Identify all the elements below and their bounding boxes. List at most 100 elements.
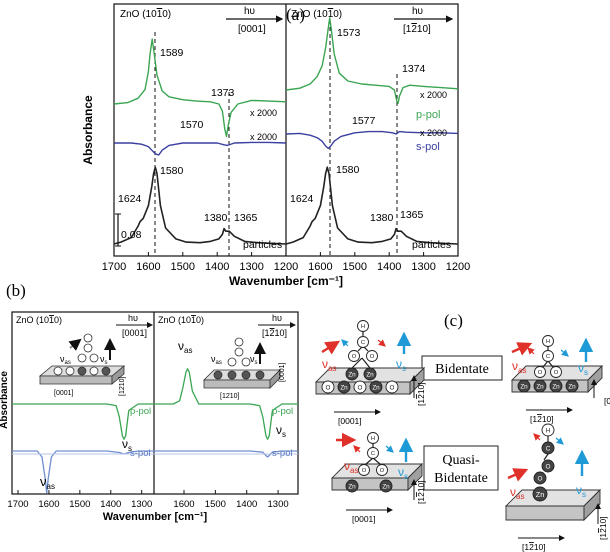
- panel-a-xlabel: Wavenumber [cm⁻¹]: [229, 274, 343, 288]
- b-tick-label: 1500: [205, 499, 226, 510]
- b-left-atom: [77, 366, 87, 376]
- c-atom-zn-label: Zn: [536, 383, 544, 390]
- c-atom-o: [366, 350, 378, 362]
- c-atom-o-label: O: [538, 475, 543, 482]
- c-atom-zn: [337, 380, 351, 394]
- c-atom-o-label: O: [358, 384, 363, 391]
- a-right-s-pol-label: s-pol: [416, 141, 440, 153]
- b-left-nu-s: νs: [100, 354, 108, 366]
- b-right-atom: [241, 357, 251, 367]
- c-atom-zn: [549, 379, 563, 393]
- series-line-s-pol: [154, 450, 298, 458]
- panel-a-left-header: ZnO (1010) hυ [0001]: [120, 6, 284, 35]
- c-atom-h-label: H: [371, 436, 375, 442]
- a-tick-label: 1600: [308, 261, 332, 273]
- c-bond: [372, 457, 381, 465]
- b-left-atom: [65, 366, 75, 376]
- series-line-particles: [113, 166, 287, 245]
- b-right-nu-as: νas: [211, 354, 222, 366]
- a-left-p-dip: 1373: [211, 87, 235, 99]
- b-right-nu-s-label: νs: [276, 423, 286, 439]
- series-line-p-pol: [12, 403, 154, 440]
- panel-b-right-direction: [1210]: [262, 328, 287, 338]
- b-left-dir-1210: [1210]: [119, 376, 126, 396]
- c-dir-1210: [1210]: [522, 542, 546, 552]
- b-left-nu-s-label: νs: [122, 437, 132, 453]
- b-tick-label: 1300: [131, 499, 152, 510]
- a-right-p-peak: 1573: [337, 27, 361, 39]
- c-dir-1210: [1210]: [530, 414, 554, 424]
- c-atom-zn-label: Zn: [568, 383, 576, 390]
- b-right-atom: [227, 357, 237, 367]
- b-left-dir-0001: [0001]: [54, 390, 74, 397]
- c-atom-c-label: C: [546, 354, 550, 360]
- c-atom-zn-label: Zn: [382, 483, 390, 490]
- a-left-s-num: 1570: [180, 119, 204, 131]
- c-atom-h: [367, 432, 379, 444]
- panel-a-right-series: [285, 17, 459, 245]
- b-left-atom: [101, 366, 111, 376]
- series-line-s-pol: [12, 450, 154, 494]
- c-bond: [361, 357, 371, 369]
- series-line-p-pol: [154, 368, 298, 440]
- c-atom-o-label: O: [390, 384, 395, 391]
- panel-a-right-direction: [1210]: [403, 24, 431, 35]
- b-left-atom: [83, 343, 93, 353]
- a-scale-bar-label: 0.08: [121, 229, 142, 241]
- a-right-particles-label: particles: [412, 239, 451, 251]
- b-right-atom: [234, 337, 244, 347]
- c-atom-o: [353, 380, 367, 394]
- c-atom-o: [385, 380, 399, 394]
- a-left-p-scale: x 2000: [250, 108, 277, 118]
- c-slab-front: [331, 477, 409, 491]
- series-line-s-pol: [285, 130, 459, 150]
- a-tick-label: 1500: [171, 261, 195, 273]
- c-arrow: [507, 468, 529, 482]
- c-nu-s: νs: [578, 361, 588, 377]
- panel-b-left-molecule-sketch: νas νs [0001] [1210]: [38, 333, 126, 397]
- c-atom-o: [533, 471, 547, 485]
- c-atom-c-label: C: [546, 445, 551, 452]
- c-atom-zn-label: Zn: [348, 371, 356, 378]
- a-tick-label: 1300: [239, 261, 263, 273]
- series-line-p-pol: [285, 17, 459, 104]
- b-right-slab-end: [269, 369, 281, 389]
- panel-label-c: (c): [444, 311, 463, 330]
- panel-b-right-molecule-sketch: νas νs [1210] [0001]: [203, 337, 286, 400]
- a-right-s-num: 1577: [352, 115, 376, 127]
- panel-a-right-surface: ZnO (1010): [291, 9, 342, 20]
- bidentate-label-box: [421, 355, 503, 381]
- b-tick-label: 1700: [7, 499, 28, 510]
- c-atom-zn-label: Zn: [366, 371, 374, 378]
- c-atom-o: [541, 459, 555, 473]
- c-nu-s: νs: [576, 483, 586, 499]
- series-line-particles: [285, 166, 459, 245]
- c-arrow: [511, 342, 533, 356]
- c-atom-zn: [532, 486, 548, 502]
- series-line-p-pol: [113, 38, 287, 138]
- c-dir-0001: [0001]: [604, 396, 610, 406]
- panel-label-a: (a): [286, 5, 305, 24]
- c-nu-s: νs: [398, 465, 408, 481]
- panel-b-right-series: [154, 368, 298, 458]
- c-atom-zn-label: Zn: [552, 383, 560, 390]
- panel-b-frame: [11, 311, 299, 495]
- b-tick-label: 1400: [100, 499, 121, 510]
- b-left-atom: [89, 353, 99, 363]
- c-atom-zn: [345, 479, 359, 493]
- b-left-slab-end: [111, 365, 125, 385]
- c-atom-c-label: C: [371, 451, 375, 457]
- panel-a-xticks: 1700 1600 1500 1400 1300 1200 1600 1500 1400 1300…: [102, 252, 470, 273]
- c-atom-o: [534, 366, 546, 378]
- c-arrow: [385, 445, 394, 453]
- c-atom-zn: [369, 380, 383, 394]
- c-atom-o-label: O: [380, 468, 385, 474]
- a-right-particles-peak: 1580: [336, 164, 360, 176]
- b-left-gray-arrow: [68, 338, 82, 351]
- b-tick-label: 1600: [38, 499, 59, 510]
- panel-b-xlabel: Wavenumber [cm⁻¹]: [103, 511, 208, 523]
- c-atom-o-label: O: [370, 354, 375, 360]
- c-atom-zn-label: Zn: [348, 483, 356, 490]
- c-atom-h: [542, 335, 554, 347]
